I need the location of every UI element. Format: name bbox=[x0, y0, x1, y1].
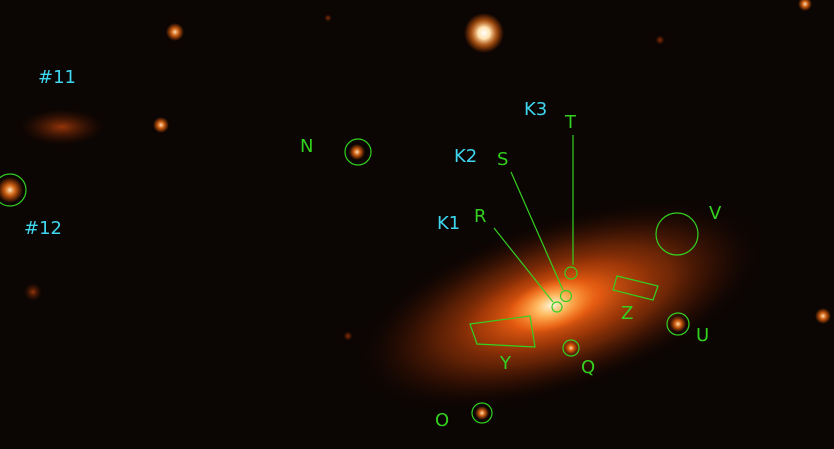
region-circle-r[interactable] bbox=[551, 301, 563, 313]
star bbox=[166, 23, 184, 41]
region-circle-t[interactable] bbox=[564, 266, 578, 280]
label-o: O bbox=[435, 410, 449, 431]
faint-galaxy-11 bbox=[20, 109, 104, 145]
region-circle-12[interactable] bbox=[0, 173, 27, 207]
label-s: S bbox=[497, 149, 508, 170]
region-circle-s[interactable] bbox=[559, 289, 573, 303]
star bbox=[324, 14, 332, 22]
region-circle-v[interactable] bbox=[655, 212, 699, 256]
star bbox=[655, 35, 665, 45]
label-k1: K1 bbox=[437, 213, 460, 234]
star-u bbox=[670, 316, 686, 332]
region-circle-q[interactable] bbox=[562, 339, 580, 357]
region-circle-u[interactable] bbox=[666, 312, 690, 336]
star bbox=[24, 283, 42, 301]
pointer-line-r bbox=[493, 227, 554, 303]
label-k2: K2 bbox=[454, 146, 477, 167]
bright-star-top bbox=[464, 13, 504, 53]
star-n bbox=[349, 144, 365, 160]
star-o bbox=[475, 406, 489, 420]
region-box-z[interactable] bbox=[612, 275, 659, 301]
star-12 bbox=[0, 177, 23, 203]
label-11: #11 bbox=[38, 67, 76, 88]
label-r: R bbox=[474, 206, 487, 227]
region-box-y[interactable] bbox=[469, 315, 536, 348]
label-z: Z bbox=[621, 303, 633, 324]
label-k3: K3 bbox=[524, 99, 547, 120]
label-y: Y bbox=[499, 353, 512, 374]
label-12: #12 bbox=[24, 218, 62, 239]
label-t: T bbox=[564, 112, 577, 133]
label-v: V bbox=[709, 203, 722, 224]
region-circle-n[interactable] bbox=[344, 138, 372, 166]
star bbox=[815, 308, 831, 324]
pointer-line-s bbox=[510, 171, 564, 291]
star-q bbox=[565, 342, 577, 354]
star bbox=[343, 331, 353, 341]
label-q: Q bbox=[581, 357, 595, 378]
region-circle-o[interactable] bbox=[471, 402, 493, 424]
label-n: N bbox=[300, 136, 313, 157]
star bbox=[798, 0, 812, 11]
star bbox=[153, 117, 169, 133]
label-u: U bbox=[696, 325, 709, 346]
